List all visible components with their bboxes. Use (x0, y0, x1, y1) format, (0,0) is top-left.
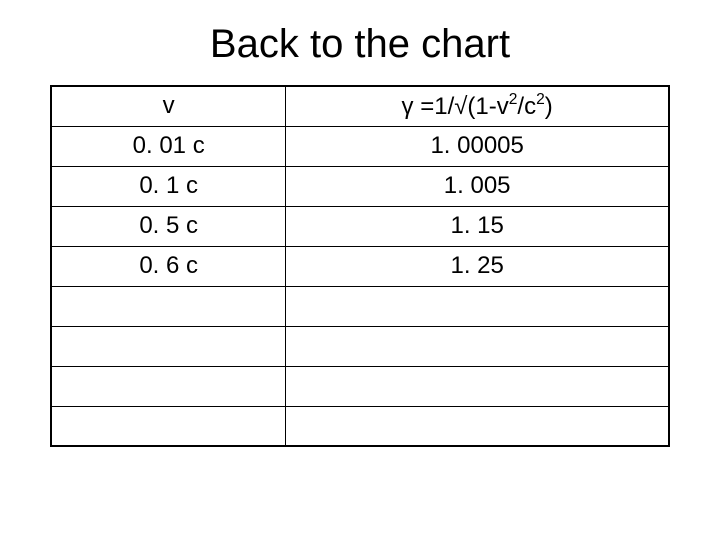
table-cell: 0. 1 c (51, 166, 286, 206)
table-row: 0. 6 c1. 25 (51, 246, 669, 286)
table-cell (51, 366, 286, 406)
table-cell (51, 286, 286, 326)
table-header-row: vγ =1/√(1-v2/c2) (51, 86, 669, 126)
lorentz-table-body: vγ =1/√(1-v2/c2)0. 01 c1. 000050. 1 c1. … (51, 86, 669, 446)
table-row (51, 326, 669, 366)
table-row: 0. 5 c1. 15 (51, 206, 669, 246)
table-cell (51, 326, 286, 366)
table-cell (286, 406, 669, 446)
table-row (51, 286, 669, 326)
table-cell (51, 406, 286, 446)
table-cell (286, 286, 669, 326)
table-cell (286, 366, 669, 406)
lorentz-table-container: vγ =1/√(1-v2/c2)0. 01 c1. 000050. 1 c1. … (50, 85, 670, 447)
table-cell: 0. 01 c (51, 126, 286, 166)
table-header-cell-gamma: γ =1/√(1-v2/c2) (286, 86, 669, 126)
table-row (51, 366, 669, 406)
table-cell: 1. 00005 (286, 126, 669, 166)
table-cell: 0. 6 c (51, 246, 286, 286)
table-cell: 0. 5 c (51, 206, 286, 246)
table-row: 0. 1 c1. 005 (51, 166, 669, 206)
lorentz-table: vγ =1/√(1-v2/c2)0. 01 c1. 000050. 1 c1. … (50, 85, 670, 447)
table-cell (286, 326, 669, 366)
table-header-cell-v: v (51, 86, 286, 126)
table-row: 0. 01 c1. 00005 (51, 126, 669, 166)
table-cell: 1. 005 (286, 166, 669, 206)
page-title: Back to the chart (0, 0, 720, 85)
table-cell: 1. 15 (286, 206, 669, 246)
table-cell: 1. 25 (286, 246, 669, 286)
table-row (51, 406, 669, 446)
